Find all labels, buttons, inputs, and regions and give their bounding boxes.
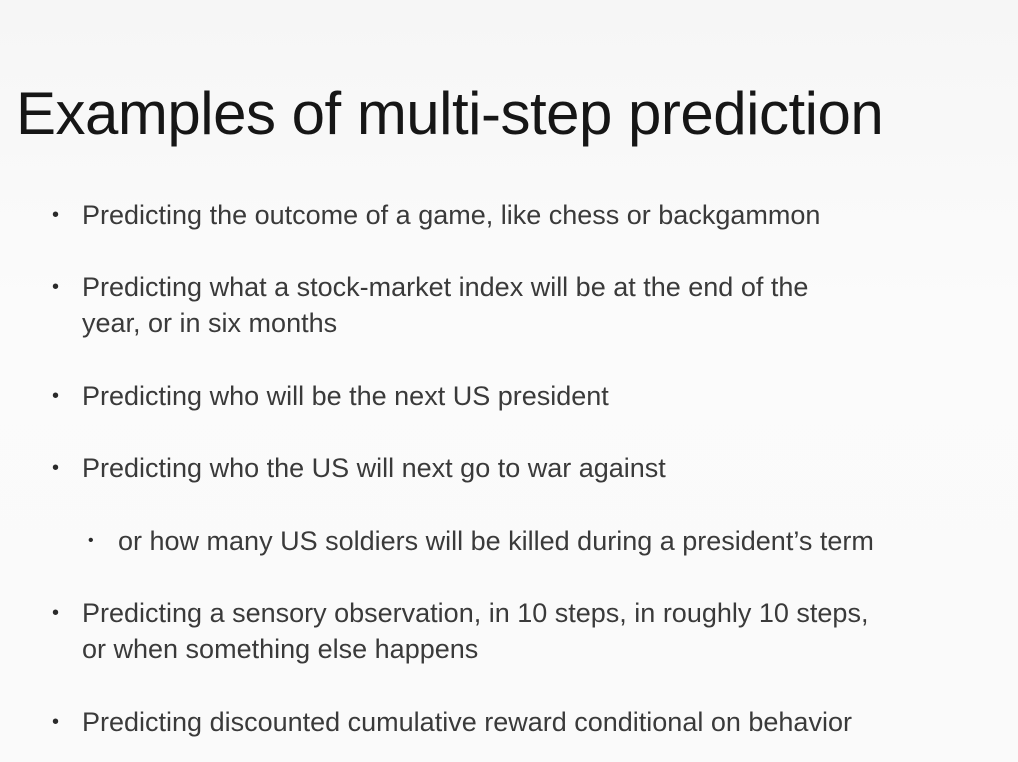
bullet-text: Predicting who the US will next go to wa… bbox=[82, 453, 666, 483]
bullet-item-6: • Predicting discounted cumulative rewar… bbox=[52, 704, 1002, 740]
slide-title: Examples of multi-step prediction bbox=[16, 80, 884, 147]
bullet-item-4: • Predicting who the US will next go to … bbox=[52, 450, 1002, 486]
bullet-text: Predicting who will be the next US presi… bbox=[82, 381, 609, 411]
bullet-dot: • bbox=[52, 602, 60, 624]
bullet-item-1: • Predicting the outcome of a game, like… bbox=[52, 197, 1002, 233]
bullet-text-line-1: Predicting what a stock-market index wil… bbox=[82, 272, 809, 302]
bullet-item-5: • Predicting a sensory observation, in 1… bbox=[52, 595, 1002, 667]
bullet-dot: • bbox=[88, 532, 94, 549]
bullet-dot: • bbox=[52, 711, 60, 733]
bullet-text-line-2: year, or in six months bbox=[82, 308, 338, 338]
bullet-text: or how many US soldiers will be killed d… bbox=[118, 526, 874, 556]
bullet-item-3: • Predicting who will be the next US pre… bbox=[52, 378, 1002, 414]
bullet-text-line-1: Predicting a sensory observation, in 10 … bbox=[82, 598, 869, 628]
bullet-dot: • bbox=[52, 276, 60, 298]
bullet-dot: • bbox=[52, 385, 60, 407]
sub-bullet-item: • or how many US soldiers will be killed… bbox=[88, 523, 1008, 559]
bullet-text: Predicting the outcome of a game, like c… bbox=[82, 200, 821, 230]
bullet-dot: • bbox=[52, 204, 60, 226]
bullet-text-line-2: or when something else happens bbox=[82, 634, 479, 664]
bullet-dot: • bbox=[52, 457, 60, 479]
bullet-item-2: • Predicting what a stock-market index w… bbox=[52, 269, 1002, 341]
bullet-text: Predicting discounted cumulative reward … bbox=[82, 707, 852, 737]
